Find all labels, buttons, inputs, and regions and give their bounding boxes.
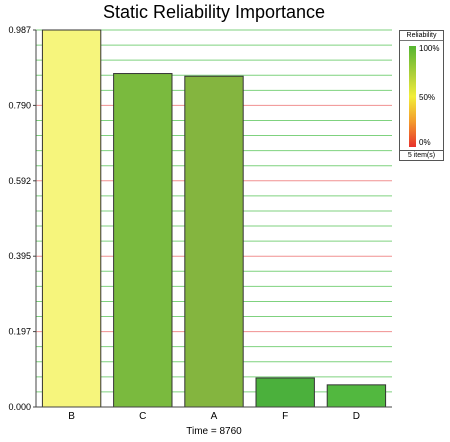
x-tick-label: A (211, 411, 218, 422)
bar-f (255, 377, 315, 408)
y-tick-label: 0.987 (8, 25, 31, 35)
y-tick-label: 0.790 (8, 100, 31, 110)
legend-title: Reliability (400, 32, 443, 41)
bar-b (41, 29, 102, 408)
legend-color-scale (409, 46, 416, 147)
x-tick-label: C (139, 411, 146, 422)
x-tick-label: B (68, 411, 75, 422)
bars (41, 29, 387, 408)
y-tick-label: 0.395 (8, 251, 31, 261)
legend: Reliability 100% 50% 0% (399, 30, 444, 161)
y-ticks: 0.000 0.197 0.395 0.592 0.790 0.987 (8, 25, 36, 412)
x-tick-label: D (353, 411, 360, 422)
bar-a (184, 75, 244, 408)
x-axis-label: Time = 8760 (186, 426, 242, 437)
y-tick-label: 0.000 (8, 402, 31, 412)
legend-item-count: 5 item(s) (399, 150, 444, 161)
y-tick-label: 0.592 (8, 176, 31, 186)
x-tick-label: F (282, 411, 288, 422)
chart-title: Static Reliability Importance (103, 2, 325, 22)
legend-tick-0: 0% (419, 138, 431, 147)
y-tick-label: 0.197 (8, 327, 31, 337)
bar-d (326, 384, 387, 408)
legend-tick-100: 100% (419, 44, 440, 53)
bar-c (113, 73, 173, 408)
legend-tick-50: 50% (419, 93, 436, 102)
